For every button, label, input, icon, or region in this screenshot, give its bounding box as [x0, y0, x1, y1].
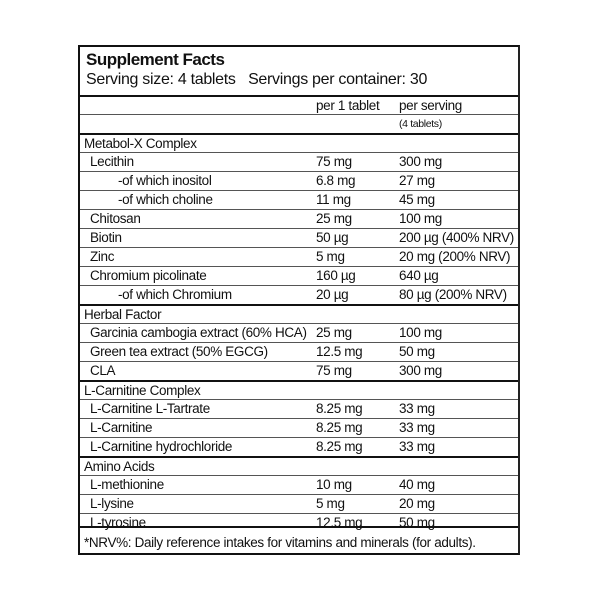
- nutrient-name: L-methionine: [90, 477, 164, 492]
- column-header-row: per 1 tablet per serving: [80, 95, 518, 116]
- nutrient-row: -of which inositol 6.8 mg 27 mg: [80, 171, 518, 191]
- nutrient-name: Lecithin: [90, 154, 134, 169]
- per-tablet-value: 12.5 mg: [316, 515, 363, 530]
- nutrient-row: CLA 75 mg 300 mg: [80, 361, 518, 381]
- servings-per-container: Servings per container: 30: [248, 71, 428, 88]
- nutrient-name: -of which Chromium: [118, 287, 232, 302]
- section-header: Amino Acids: [80, 456, 518, 477]
- nutrient-row: L-Carnitine hydrochloride 8.25 mg 33 mg: [80, 437, 518, 457]
- serving-info: Serving size: 4 tablets Servings per con…: [86, 71, 427, 89]
- per-tablet-value: 11 mg: [316, 192, 351, 207]
- section-header: Herbal Factor: [80, 304, 518, 325]
- nutrient-row: Zinc 5 mg 20 mg (200% NRV): [80, 247, 518, 267]
- section-header: Metabol-X Complex: [80, 133, 518, 154]
- nutrient-row: -of which choline 11 mg 45 mg: [80, 190, 518, 210]
- per-serving-value: 40 mg: [399, 477, 435, 492]
- per-serving-value: 50 mg: [399, 515, 435, 530]
- nutrient-row: Chromium picolinate 160 µg 640 µg: [80, 266, 518, 286]
- nutrient-name: L-lysine: [90, 496, 134, 511]
- panel-title: Supplement Facts: [86, 50, 225, 69]
- per-serving-note: (4 tablets): [399, 118, 442, 130]
- per-tablet-value: 8.25 mg: [316, 420, 363, 435]
- nutrient-name: Garcinia cambogia extract (60% HCA): [90, 325, 307, 340]
- per-tablet-value: 8.25 mg: [316, 401, 363, 416]
- nutrient-row: Biotin 50 µg 200 µg (400% NRV): [80, 228, 518, 248]
- column-subheader-row: (4 tablets): [80, 114, 518, 134]
- nutrient-row: Green tea extract (50% EGCG) 12.5 mg 50 mg: [80, 342, 518, 362]
- nutrient-row: -of which Chromium 20 µg 80 µg (200% NRV): [80, 285, 518, 305]
- per-serving-value: 50 mg: [399, 344, 435, 359]
- nutrient-row: Garcinia cambogia extract (60% HCA) 25 mg…: [80, 323, 518, 343]
- nutrient-name: CLA: [90, 363, 116, 378]
- per-tablet-value: 50 µg: [316, 230, 349, 245]
- per-serving-value: 80 µg (200% NRV): [399, 287, 507, 302]
- per-tablet-value: 6.8 mg: [316, 173, 356, 188]
- section-header: L-Carnitine Complex: [80, 380, 518, 401]
- per-serving-header: per serving: [399, 98, 462, 113]
- per-serving-value: 100 mg: [399, 211, 442, 226]
- serving-size: Serving size: 4 tablets: [86, 71, 236, 88]
- section-name: L-Carnitine Complex: [84, 383, 201, 398]
- per-tablet-value: 5 mg: [316, 249, 345, 264]
- nutrient-row: L-Carnitine L-Tartrate 8.25 mg 33 mg: [80, 399, 518, 419]
- per-tablet-value: 25 mg: [316, 211, 352, 226]
- per-serving-value: 300 mg: [399, 154, 442, 169]
- nutrient-name: L-Carnitine L-Tartrate: [90, 401, 210, 416]
- per-serving-value: 100 mg: [399, 325, 442, 340]
- per-serving-value: 33 mg: [399, 439, 435, 454]
- per-tablet-value: 12.5 mg: [316, 344, 363, 359]
- nutrient-row: L-Carnitine 8.25 mg 33 mg: [80, 418, 518, 438]
- footnote: *NRV%: Daily reference intakes for vitam…: [84, 535, 476, 550]
- per-tablet-value: 75 mg: [316, 363, 352, 378]
- nutrient-row: Lecithin 75 mg 300 mg: [80, 152, 518, 172]
- section-name: Metabol-X Complex: [84, 136, 197, 151]
- per-tablet-value: 10 mg: [316, 477, 352, 492]
- nutrient-name: L-tyrosine: [90, 515, 146, 530]
- per-tablet-value: 25 mg: [316, 325, 352, 340]
- per-serving-value: 300 mg: [399, 363, 442, 378]
- supplement-facts-panel: Supplement Facts Serving size: 4 tablets…: [78, 45, 520, 555]
- nutrient-name: Green tea extract (50% EGCG): [90, 344, 268, 359]
- nutrient-name: -of which inositol: [118, 173, 212, 188]
- section-name: Herbal Factor: [84, 307, 162, 322]
- per-serving-value: 27 mg: [399, 173, 435, 188]
- nutrient-row: L-tyrosine 12.5 mg 50 mg: [80, 513, 518, 533]
- nutrient-row: L-lysine 5 mg 20 mg: [80, 494, 518, 514]
- per-tablet-value: 20 µg: [316, 287, 349, 302]
- nutrient-name: L-Carnitine: [90, 420, 153, 435]
- nutrient-row: L-methionine 10 mg 40 mg: [80, 475, 518, 495]
- nutrient-name: Chromium picolinate: [90, 268, 207, 283]
- nutrient-name: L-Carnitine hydrochloride: [90, 439, 233, 454]
- nutrient-name: -of which choline: [118, 192, 213, 207]
- nutrient-name: Zinc: [90, 249, 115, 264]
- per-serving-value: 20 mg: [399, 496, 435, 511]
- nutrient-name: Chitosan: [90, 211, 141, 226]
- per-tablet-value: 160 µg: [316, 268, 356, 283]
- nutrient-name: Biotin: [90, 230, 122, 245]
- divider: [80, 526, 518, 528]
- per-serving-value: 33 mg: [399, 420, 435, 435]
- per-tablet-header: per 1 tablet: [316, 98, 380, 113]
- per-serving-value: 45 mg: [399, 192, 435, 207]
- per-serving-value: 640 µg: [399, 268, 439, 283]
- per-serving-value: 20 mg (200% NRV): [399, 249, 511, 264]
- per-tablet-value: 8.25 mg: [316, 439, 363, 454]
- per-serving-value: 33 mg: [399, 401, 435, 416]
- section-name: Amino Acids: [84, 459, 155, 474]
- per-tablet-value: 5 mg: [316, 496, 345, 511]
- per-serving-value: 200 µg (400% NRV): [399, 230, 514, 245]
- nutrient-row: Chitosan 25 mg 100 mg: [80, 209, 518, 229]
- per-tablet-value: 75 mg: [316, 154, 352, 169]
